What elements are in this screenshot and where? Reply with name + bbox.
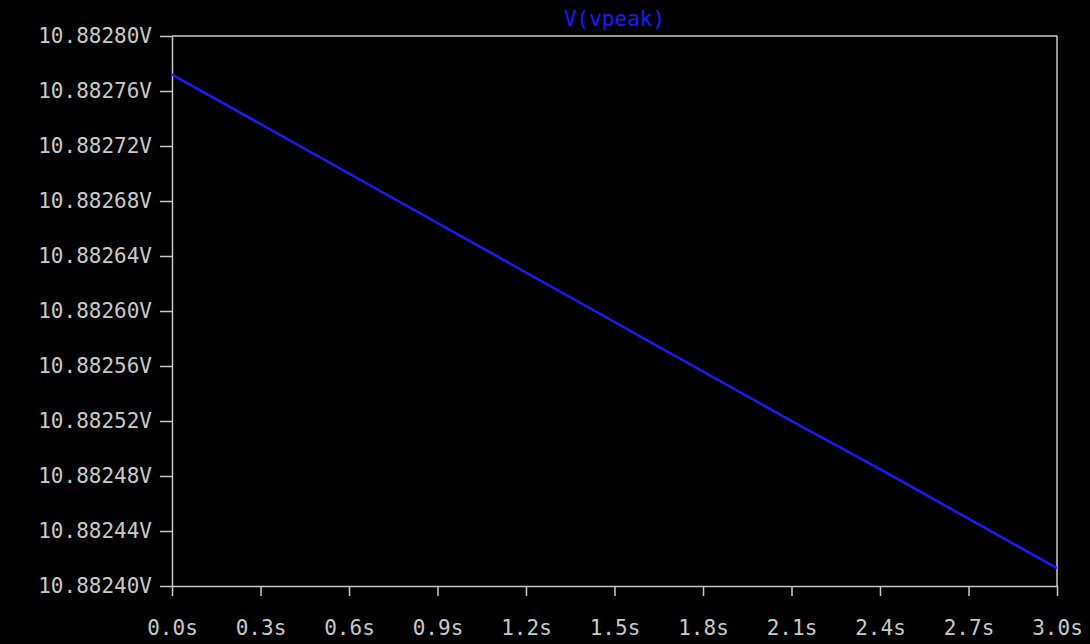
y-tick-label: 10.88256V	[38, 354, 152, 378]
y-tick-mark	[160, 36, 172, 38]
x-tick-mark	[349, 586, 351, 596]
y-tick-mark	[160, 201, 172, 203]
y-tick-label: 10.88268V	[38, 189, 152, 213]
x-tick-mark	[791, 586, 793, 596]
x-tick-label: 2.1s	[767, 616, 818, 640]
y-tick-label: 10.88276V	[38, 79, 152, 103]
x-tick-label: 2.7s	[944, 616, 995, 640]
y-tick: 10.88244V	[38, 519, 172, 543]
title: V(vpeak)	[564, 7, 665, 31]
y-tick: 10.88240V	[38, 574, 172, 598]
y-tick: 10.88272V	[38, 134, 172, 158]
x-tick: 2.7s	[944, 586, 995, 640]
y-axis: 10.88240V 10.88244V 10.88248V 10.88252V 10.8…	[38, 24, 172, 598]
x-tick: 2.4s	[855, 586, 906, 640]
y-tick-label: 10.88244V	[38, 519, 152, 543]
x-tick-label: 3.0s	[1032, 616, 1083, 640]
y-tick: 10.88248V	[38, 464, 172, 488]
y-tick-mark	[160, 476, 172, 478]
x-tick: 1.5s	[590, 586, 641, 640]
x-tick: 0.3s	[236, 586, 287, 640]
x-tick-mark	[614, 586, 616, 596]
y-tick: 10.88276V	[38, 79, 172, 103]
x-tick: 3.0s	[1032, 586, 1083, 640]
frame-top	[172, 35, 1057, 37]
x-tick-mark	[1057, 586, 1059, 596]
x-tick-label: 1.5s	[590, 616, 641, 640]
x-tick: 2.1s	[767, 586, 818, 640]
x-tick-mark	[172, 586, 174, 596]
background	[0, 0, 1090, 644]
x-tick-mark	[437, 586, 439, 596]
x-tick-label: 1.8s	[678, 616, 729, 640]
y-tick-label: 10.88240V	[38, 574, 152, 598]
y-tick-label: 10.88280V	[38, 24, 152, 48]
plot-area	[172, 75, 1057, 569]
y-tick: 10.88280V	[38, 24, 172, 48]
x-tick-label: 0.3s	[236, 616, 287, 640]
x-tick-mark	[526, 586, 528, 596]
y-tick: 10.88256V	[38, 354, 172, 378]
y-tick-mark	[160, 586, 172, 588]
x-tick-label: 0.6s	[324, 616, 375, 640]
y-tick-mark	[160, 256, 172, 258]
y-tick: 10.88260V	[38, 299, 172, 323]
x-tick-label: 0.0s	[147, 616, 198, 640]
x-tick: 0.6s	[324, 586, 375, 640]
y-tick-label: 10.88248V	[38, 464, 152, 488]
y-tick-mark	[160, 366, 172, 368]
y-tick-mark	[160, 421, 172, 423]
y-tick-mark	[160, 91, 172, 93]
x-tick-label: 1.2s	[501, 616, 552, 640]
x-tick: 0.0s	[147, 586, 198, 640]
y-tick-label: 10.88272V	[38, 134, 152, 158]
x-tick-mark	[703, 586, 705, 596]
x-tick-mark	[968, 586, 970, 596]
x-tick-label: 0.9s	[413, 616, 464, 640]
chart: 10.88240V 10.88244V 10.88248V 10.88252V 10.8…	[0, 0, 1090, 644]
data-line	[172, 75, 1057, 569]
x-tick-mark	[260, 586, 262, 596]
y-tick-mark	[160, 311, 172, 313]
y-tick-mark	[160, 531, 172, 533]
x-tick: 1.8s	[678, 586, 729, 640]
x-tick-label: 2.4s	[855, 616, 906, 640]
y-tick-mark	[160, 146, 172, 148]
x-tick: 1.2s	[501, 586, 552, 640]
x-tick-mark	[880, 586, 882, 596]
y-tick: 10.88252V	[38, 409, 172, 433]
frame-right	[1056, 36, 1058, 586]
x-tick: 0.9s	[413, 586, 464, 640]
y-tick: 10.88264V	[38, 244, 172, 268]
y-tick-label: 10.88260V	[38, 299, 152, 323]
y-tick: 10.88268V	[38, 189, 172, 213]
y-tick-label: 10.88264V	[38, 244, 152, 268]
x-axis: 0.0s 0.3s 0.6s 0.9s 1.2s 1.5s 1.8s 2.1s 2.4s 2.7s…	[147, 586, 1083, 640]
y-tick-label: 10.88252V	[38, 409, 152, 433]
